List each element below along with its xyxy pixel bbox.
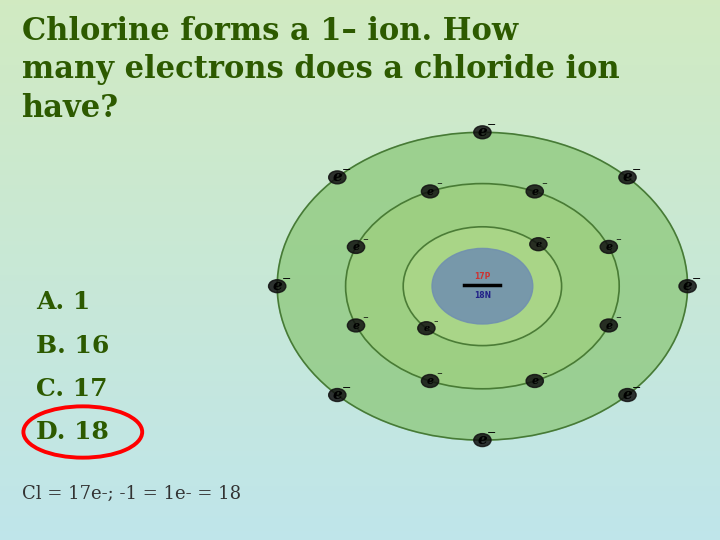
Text: e: e	[333, 171, 342, 184]
Circle shape	[346, 184, 619, 389]
Text: D. 18: D. 18	[36, 420, 109, 444]
Text: −: −	[436, 371, 442, 377]
Text: e: e	[333, 388, 342, 402]
Text: −: −	[487, 428, 497, 438]
Text: 18N: 18N	[474, 292, 491, 300]
Circle shape	[600, 240, 618, 253]
Text: e: e	[353, 320, 359, 331]
Circle shape	[432, 248, 533, 324]
Text: −: −	[541, 181, 547, 187]
Text: −: −	[541, 371, 547, 377]
Text: B. 16: B. 16	[36, 334, 109, 357]
Text: e: e	[623, 171, 632, 184]
Circle shape	[530, 238, 547, 251]
Text: e: e	[426, 375, 433, 387]
Text: −: −	[342, 165, 351, 176]
Text: e: e	[535, 240, 541, 249]
Text: −: −	[632, 383, 642, 393]
Text: e: e	[531, 375, 539, 387]
Text: A. 1: A. 1	[36, 291, 90, 314]
Circle shape	[474, 434, 491, 447]
Text: e: e	[272, 279, 282, 293]
Text: e: e	[606, 241, 612, 252]
Text: e: e	[606, 320, 612, 331]
Circle shape	[619, 171, 636, 184]
Circle shape	[619, 389, 636, 402]
Text: −: −	[436, 181, 442, 187]
Text: Cl = 17e-; -1 = 1e- = 18: Cl = 17e-; -1 = 1e- = 18	[22, 485, 240, 503]
Text: e: e	[423, 323, 430, 333]
Text: −: −	[282, 274, 292, 284]
Text: e: e	[623, 388, 632, 402]
Text: −: −	[632, 165, 642, 176]
Text: e: e	[477, 125, 487, 139]
Circle shape	[679, 280, 696, 293]
Circle shape	[277, 132, 688, 440]
Circle shape	[269, 280, 286, 293]
Text: −: −	[362, 237, 369, 243]
Text: −: −	[615, 237, 621, 243]
Text: e: e	[531, 186, 539, 197]
Circle shape	[347, 240, 364, 253]
Circle shape	[328, 389, 346, 402]
Text: C. 17: C. 17	[36, 377, 107, 401]
Text: −: −	[546, 235, 550, 240]
Circle shape	[403, 227, 562, 346]
Text: −: −	[692, 274, 702, 284]
Text: e: e	[353, 241, 359, 252]
Circle shape	[526, 375, 544, 388]
Text: −: −	[342, 383, 351, 393]
Text: −: −	[362, 315, 369, 321]
Text: −: −	[615, 315, 621, 321]
Circle shape	[600, 319, 618, 332]
Circle shape	[347, 319, 364, 332]
Text: Chlorine forms a 1– ion. How
many electrons does a chloride ion
have?: Chlorine forms a 1– ion. How many electr…	[22, 16, 619, 124]
Circle shape	[421, 375, 438, 388]
Circle shape	[421, 185, 438, 198]
Circle shape	[474, 126, 491, 139]
Circle shape	[418, 322, 435, 335]
Text: −: −	[433, 319, 438, 323]
Text: e: e	[683, 279, 693, 293]
Text: 17P: 17P	[474, 272, 490, 281]
Circle shape	[526, 185, 544, 198]
Text: e: e	[426, 186, 433, 197]
Text: −: −	[487, 120, 497, 130]
Circle shape	[328, 171, 346, 184]
Text: e: e	[477, 433, 487, 447]
